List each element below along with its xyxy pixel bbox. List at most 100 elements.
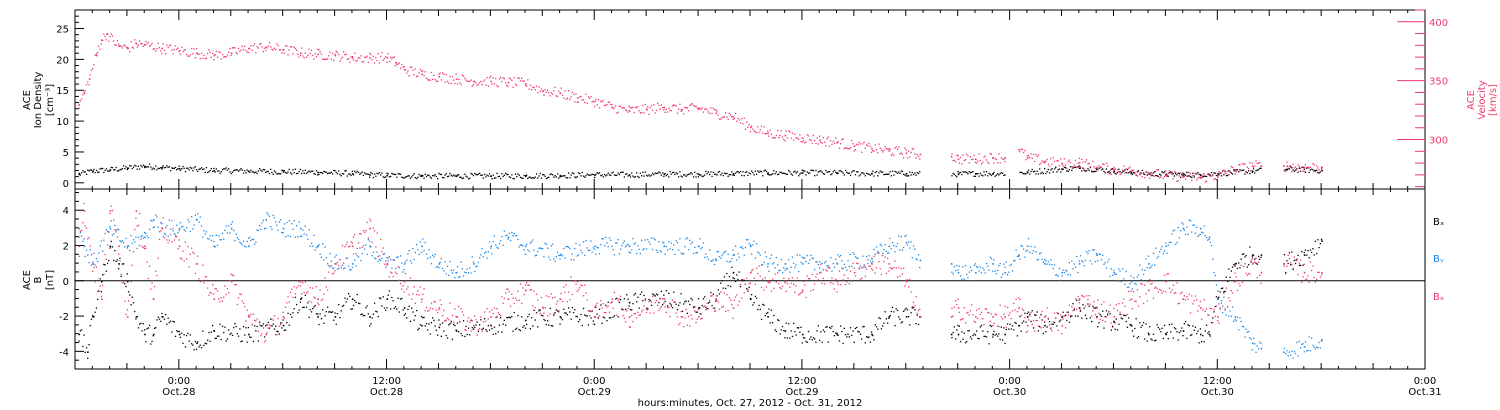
Bx-point — [1113, 320, 1115, 322]
velocity-point — [84, 90, 86, 92]
By-point — [301, 235, 303, 237]
By-point — [176, 224, 178, 226]
Bx-point — [184, 346, 187, 348]
By-point — [456, 266, 459, 268]
By-point — [1116, 280, 1119, 282]
Bx-point — [1241, 253, 1244, 255]
density-point — [1168, 172, 1171, 174]
density-point — [313, 172, 315, 175]
velocity-point — [1202, 174, 1204, 176]
velocity-point — [678, 108, 680, 110]
velocity-point — [444, 81, 446, 83]
velocity-point — [553, 90, 555, 92]
By-point — [718, 255, 721, 258]
velocity-point — [657, 102, 659, 104]
Bz-point — [831, 277, 833, 279]
By-point — [97, 260, 99, 263]
velocity-point — [1285, 170, 1287, 172]
velocity-point — [726, 116, 728, 118]
Bx-point — [1120, 317, 1122, 319]
Bx-point — [1056, 325, 1058, 327]
By-point — [1298, 340, 1300, 343]
By-point — [1136, 276, 1138, 278]
Bx-point — [346, 298, 348, 300]
velocity-point — [957, 154, 959, 157]
density-point — [757, 170, 759, 172]
velocity-point — [524, 84, 527, 87]
velocity-point — [1238, 164, 1240, 166]
density-point — [484, 173, 486, 176]
Bx-point — [145, 341, 147, 343]
Bx-point — [229, 333, 231, 336]
Bx-point — [715, 300, 717, 302]
density-point — [901, 170, 904, 173]
By-point — [616, 242, 618, 244]
By-point — [465, 272, 467, 274]
By-point — [184, 230, 187, 232]
density-point — [207, 171, 209, 174]
Bz-point — [592, 323, 594, 325]
velocity-point — [659, 108, 661, 110]
Bz-point — [465, 329, 467, 331]
density-point — [869, 174, 871, 176]
density-point — [767, 173, 769, 175]
Bx-point — [633, 294, 635, 296]
velocity-point — [450, 82, 452, 84]
By-anchor-point — [836, 263, 839, 265]
velocity-point — [365, 56, 367, 59]
Bx-point — [514, 328, 517, 330]
density-point — [802, 170, 805, 172]
Bz-point — [744, 283, 747, 285]
velocity-anchor-point — [403, 68, 406, 71]
Bz-point — [753, 277, 755, 279]
By-point — [974, 263, 977, 265]
velocity-point — [906, 157, 909, 159]
By-point — [1159, 251, 1161, 253]
velocity-anchor-point — [473, 80, 475, 83]
density-point — [129, 165, 131, 167]
Bx-point — [1005, 328, 1007, 331]
density-point — [1114, 172, 1116, 175]
By-point — [805, 260, 807, 263]
density-anchor-point — [594, 174, 596, 176]
Bx-anchor-point — [144, 333, 146, 336]
Bx-point — [552, 325, 554, 327]
density-point — [966, 172, 968, 174]
density-point — [276, 173, 278, 175]
Bx-point — [1317, 239, 1319, 241]
density-point — [726, 172, 728, 175]
Bx-point — [777, 319, 779, 321]
density-point — [1288, 168, 1291, 170]
Bx-point — [261, 325, 263, 327]
Bz-point — [823, 283, 826, 285]
velocity-point — [1172, 177, 1174, 180]
Bz-point — [596, 302, 598, 304]
density-point — [127, 167, 130, 169]
By-point — [464, 271, 466, 273]
Bx-point — [289, 313, 292, 316]
By-point — [1197, 235, 1199, 238]
density-point — [451, 175, 454, 177]
Bz-point — [151, 282, 153, 284]
velocity-point — [1201, 177, 1203, 179]
velocity-point — [772, 137, 774, 139]
density-point — [595, 173, 597, 176]
Bx-point — [134, 310, 136, 313]
Bz-point — [741, 297, 743, 299]
Bz-point — [458, 305, 460, 308]
Bz-point — [1003, 313, 1005, 315]
Bx-point — [727, 285, 729, 287]
density-point — [685, 175, 687, 177]
velocity-anchor-point — [1004, 157, 1006, 159]
Bx-point — [310, 311, 313, 313]
velocity-point — [97, 51, 99, 54]
density-point — [186, 167, 188, 169]
Bz-point — [721, 306, 723, 308]
By-point — [1123, 278, 1125, 280]
By-point — [1217, 290, 1219, 292]
Bx-point — [849, 327, 852, 329]
velocity-point — [603, 105, 606, 107]
By-point — [774, 267, 776, 269]
velocity-point — [1224, 172, 1226, 174]
velocity-point — [1100, 166, 1103, 168]
